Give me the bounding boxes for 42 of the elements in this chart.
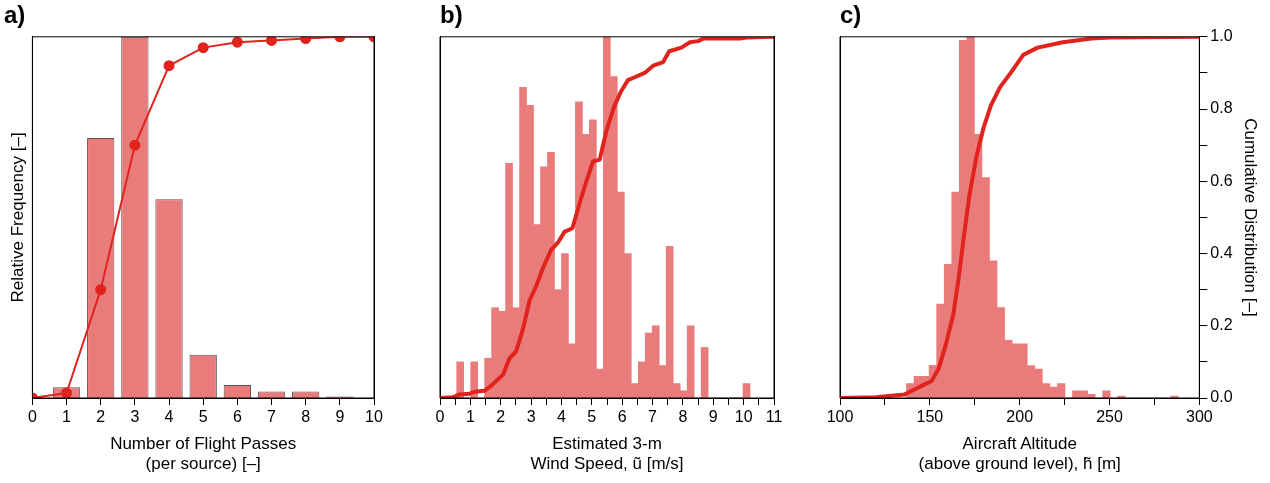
x-tick-label: 5 — [198, 408, 208, 426]
x-tick-label: 100 — [826, 408, 854, 426]
x-tick-label: 4 — [557, 408, 566, 426]
y2-tick-label: 0.2 — [1210, 316, 1233, 334]
x-tick-label: 7 — [648, 408, 658, 426]
chart-title: c) — [840, 1, 862, 29]
x-tick-label: 5 — [587, 408, 597, 426]
x-tick-label: 3 — [130, 408, 140, 426]
x-tick-label: 4 — [164, 408, 174, 426]
x-tick-label: 300 — [1186, 408, 1213, 426]
x-tick-label: 11 — [765, 408, 783, 426]
y2-tick-label: 0.8 — [1210, 99, 1233, 117]
x-axis-title: Estimated 3-m Wind Speed, ũ [m/s] — [530, 434, 684, 474]
y2-tick-label: 0.0 — [1210, 388, 1233, 406]
x-tick-label: 2 — [96, 408, 106, 426]
x-tick-label: 200 — [1006, 408, 1034, 426]
x-tick-label: 7 — [267, 408, 277, 426]
x-tick-label: 8 — [301, 408, 311, 426]
x-tick-label: 6 — [617, 408, 627, 426]
x-tick-label: 9 — [335, 408, 345, 426]
x-tick-label: 250 — [1096, 408, 1123, 426]
y-axis-title: Relative Frequency [–] — [7, 132, 27, 303]
chart-title: b) — [440, 1, 463, 29]
x-tick-label: 150 — [916, 408, 944, 426]
x-axis-title: Aircraft Altitude (above ground level), h̃ [m] — [918, 434, 1121, 474]
x-tick-label: 8 — [678, 408, 688, 426]
x-tick-label: 0 — [435, 408, 445, 426]
y2-axis-title: Cumulative Distribution [–] — [1241, 118, 1261, 317]
x-tick-label: 1 — [62, 408, 72, 426]
x-tick-label: 6 — [232, 408, 242, 426]
y2-tick-label: 0.6 — [1210, 171, 1233, 189]
x-tick-label: 1 — [465, 408, 475, 426]
chart-title: a) — [4, 1, 26, 29]
x-tick-label: 9 — [708, 408, 718, 426]
x-tick-label: 0 — [27, 408, 37, 426]
y2-tick-label: 1.0 — [1210, 27, 1233, 45]
x-tick-label: 10 — [734, 408, 753, 426]
x-tick-label: 3 — [526, 408, 536, 426]
x-tick-label: 10 — [365, 408, 383, 426]
x-tick-label: 2 — [496, 408, 506, 426]
y2-tick-label: 0.4 — [1210, 243, 1233, 261]
x-axis-title: Number of Flight Passes (per source) [–] — [110, 434, 297, 474]
